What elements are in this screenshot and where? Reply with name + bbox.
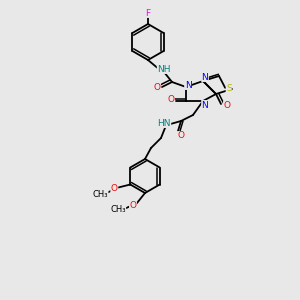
Text: O: O <box>178 131 184 140</box>
Text: CH₃: CH₃ <box>110 206 126 214</box>
Text: N: N <box>202 100 208 109</box>
Text: S: S <box>226 84 232 93</box>
Text: N: N <box>202 73 208 82</box>
Text: O: O <box>167 95 175 104</box>
Text: F: F <box>146 8 151 17</box>
Text: O: O <box>130 200 136 209</box>
Text: O: O <box>224 101 230 110</box>
Text: O: O <box>154 83 160 92</box>
Text: HN: HN <box>157 118 171 127</box>
Text: CH₃: CH₃ <box>92 190 108 199</box>
Text: NH: NH <box>157 64 171 74</box>
Text: N: N <box>184 80 191 89</box>
Text: O: O <box>111 184 118 193</box>
